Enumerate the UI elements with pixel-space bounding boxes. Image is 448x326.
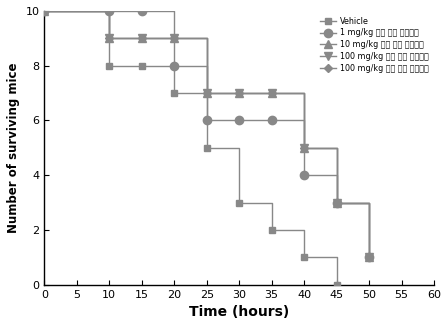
Y-axis label: Number of surviving mice: Number of surviving mice <box>7 63 20 233</box>
X-axis label: Time (hours): Time (hours) <box>189 305 289 319</box>
Legend: Vehicle, 1 mg/kg 미강 원물 경구투여, 10 mg/kg 미강 원물 경구투여, 100 mg/kg 미강 원물 경구투여, 100 mg/k: Vehicle, 1 mg/kg 미강 원물 경구투여, 10 mg/kg 미강… <box>319 15 430 74</box>
